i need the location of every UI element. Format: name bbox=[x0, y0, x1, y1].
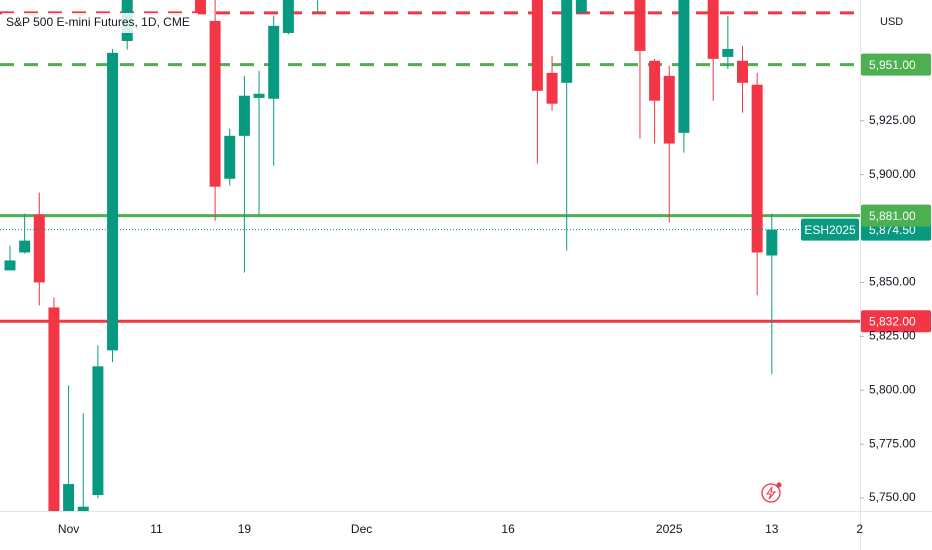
candle-body bbox=[663, 75, 675, 144]
candle-body bbox=[766, 229, 778, 256]
candle-body bbox=[19, 240, 31, 253]
symbol-tag bbox=[801, 218, 859, 241]
y-tick-label: 5,900.00 bbox=[869, 167, 916, 181]
level-tag bbox=[861, 310, 931, 333]
y-tick-label: 5,750.00 bbox=[869, 490, 916, 504]
x-tick-label: 16 bbox=[501, 522, 515, 536]
candle-body bbox=[678, 0, 690, 133]
candle-body bbox=[531, 0, 543, 91]
x-tick-label: Nov bbox=[58, 522, 79, 536]
candle-body bbox=[33, 214, 45, 283]
chart-title: S&P 500 E-mini Futures, 1D, CME bbox=[6, 15, 190, 29]
candle-body bbox=[268, 25, 280, 99]
candle-body bbox=[63, 484, 75, 511]
candle-body bbox=[751, 84, 763, 253]
x-tick-label: 19 bbox=[238, 522, 252, 536]
y-tick-label: 5,850.00 bbox=[869, 275, 916, 289]
title-bg bbox=[2, 13, 198, 33]
x-tick-label: 2 bbox=[856, 522, 863, 536]
y-tick-label: 5,800.00 bbox=[869, 382, 916, 396]
x-tick-label: 13 bbox=[765, 522, 779, 536]
alert-icon bbox=[761, 482, 782, 503]
level-tag bbox=[861, 53, 931, 76]
x-tick-label: 11 bbox=[150, 522, 163, 536]
candle-body bbox=[707, 0, 719, 59]
candle-body bbox=[722, 48, 734, 57]
level-tag-label: 5,881.00 bbox=[869, 209, 916, 223]
candle-body bbox=[561, 0, 573, 83]
candle-body bbox=[107, 52, 119, 351]
candle-body bbox=[92, 366, 104, 496]
x-tick-label: Dec bbox=[351, 522, 372, 536]
level-tag bbox=[861, 204, 931, 227]
plot-area bbox=[0, 0, 860, 511]
candle-body bbox=[209, 20, 221, 187]
level-tag-label: 5,951.00 bbox=[869, 58, 916, 72]
candle-body bbox=[282, 0, 294, 33]
candle-body bbox=[575, 0, 587, 13]
x-tick-label: 2025 bbox=[656, 522, 683, 536]
candle-body bbox=[77, 506, 89, 511]
candle-body bbox=[238, 95, 250, 136]
level-tag-label: 5,832.00 bbox=[869, 314, 916, 328]
candle-body bbox=[194, 0, 206, 13]
overlay: ESH2025 5,874.505,951.005,881.005,832.00 bbox=[801, 53, 931, 333]
y-tick-label: 5,825.00 bbox=[869, 329, 916, 343]
y-tick-label: 5,925.00 bbox=[869, 113, 916, 127]
currency-label: USD bbox=[880, 16, 903, 28]
candle-body bbox=[546, 72, 558, 104]
candle-body bbox=[253, 93, 265, 98]
candle-body bbox=[737, 60, 748, 83]
candle-body bbox=[649, 60, 661, 101]
y-tick-label: 5,775.00 bbox=[869, 436, 916, 450]
symbol-label: ESH2025 bbox=[804, 223, 856, 237]
candle-body bbox=[634, 0, 646, 51]
candle-body bbox=[4, 260, 16, 271]
candle-body bbox=[224, 135, 236, 179]
candle-body bbox=[48, 307, 60, 511]
